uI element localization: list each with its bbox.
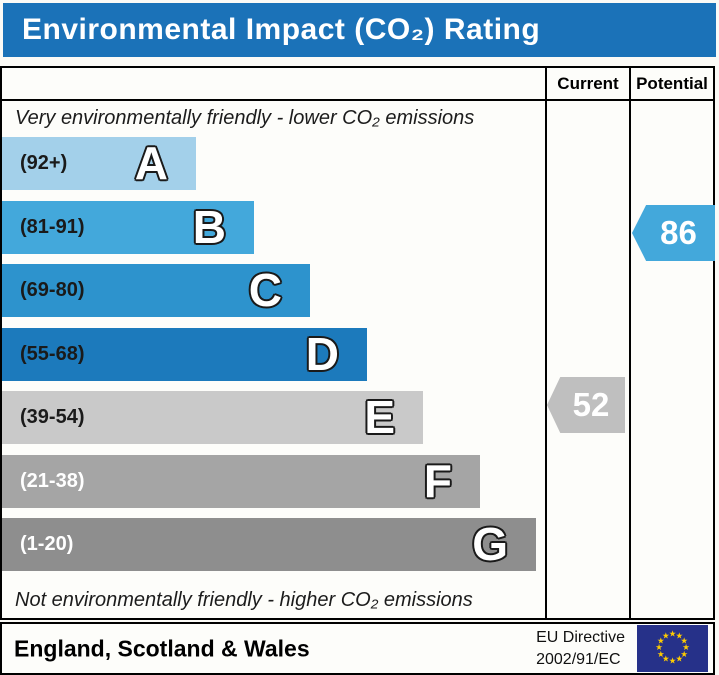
band-letter: F [423,454,452,507]
eu-flag-star: ★ [680,636,688,646]
column-divider-potential [629,68,631,618]
eu-flag-star: ★ [682,643,690,653]
rating-band-bar: (81-91) B [2,200,254,254]
column-divider-current [545,68,547,618]
rating-band-bar: (21-38) F [2,454,480,508]
eu-flag-star: ★ [657,636,665,646]
eu-flag-star: ★ [669,657,677,667]
header-row-divider [2,99,713,101]
chart-title-bar: Environmental Impact (CO₂) Rating [3,3,716,57]
band-letter: E [364,391,395,443]
band-range: (81-91) [20,215,85,238]
rating-band-bar: (1-20) G [2,518,536,571]
potential-indicator: 86 [632,205,715,261]
band-range: (92+) [20,152,68,174]
rating-band-bar: (55-68) D [2,327,367,381]
eu-flag-star: ★ [675,631,683,641]
current-value: 52 [572,386,610,423]
bottom-note: Not environmentally friendly - higher CO… [15,589,473,611]
column-header-current: Current [557,73,619,93]
region-label: England, Scotland & Wales [14,635,310,661]
potential-value: 86 [660,214,697,251]
band-letter: B [192,200,226,253]
footer: England, Scotland & Wales EU Directive 2… [0,622,715,675]
band-letter: D [305,327,339,380]
band-range: (1-20) [20,533,74,555]
band-range: (55-68) [20,342,85,365]
eu-flag-stars: ★ ★ ★ ★ ★ ★ ★ ★ ★ ★ ★ ★ [655,630,690,667]
top-note: Very environmentally friendly - lower CO… [15,107,475,129]
eu-flag: ★ ★ ★ ★ ★ ★ ★ ★ ★ ★ ★ ★ [637,625,708,672]
band-range: (69-80) [20,279,85,301]
eu-flag-star: ★ [662,631,670,641]
rating-band-bar: (92+) A [2,137,196,190]
band-range: (39-54) [20,406,85,428]
eu-flag-bg [637,625,708,672]
eu-flag-star: ★ [662,655,670,665]
rating-band-bar: (69-80) C [2,264,310,317]
eu-flag-star: ★ [669,630,677,640]
column-header-potential: Potential [636,73,708,93]
eu-flag-star: ★ [680,650,688,660]
band-range: (21-38) [20,469,85,492]
rating-band-bar: (39-54) E [2,391,423,444]
eu-directive-line2: 2002/91/EC [536,650,621,668]
eu-directive-line1: EU Directive [536,628,625,646]
eu-flag-star: ★ [657,650,665,660]
band-letter: A [134,137,168,189]
rating-bands: (92+) A (81-91) B (69-80) C (55-68) D (3… [2,137,536,582]
page-title: Environmental Impact (CO₂) Rating [22,13,541,46]
eu-flag-star: ★ [675,655,683,665]
eu-flag-star: ★ [655,643,663,653]
band-letter: C [248,264,282,316]
current-indicator: 52 [547,377,625,433]
rating-table: Current Potential Very environmentally f… [0,66,715,620]
band-letter: G [472,518,508,570]
eu-directive-label: EU Directive 2002/91/EC [536,627,625,671]
